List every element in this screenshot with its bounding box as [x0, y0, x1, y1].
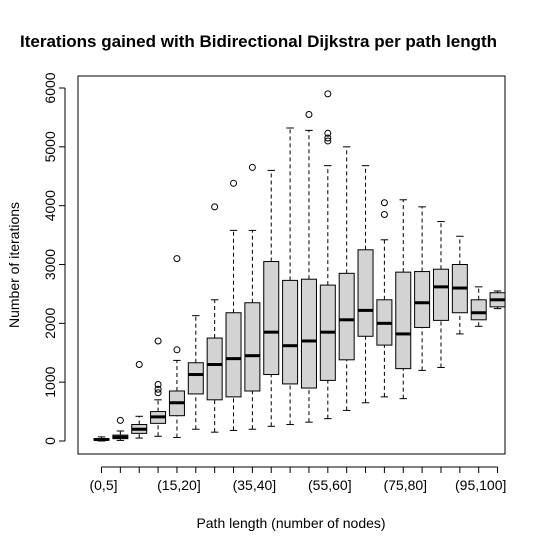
box-21 — [489, 290, 506, 310]
outlier-point — [135, 361, 143, 369]
x-tick-label: (35,40] — [233, 477, 277, 493]
box-3 — [150, 337, 167, 437]
y-axis: 0 1000 2000 3000 4000 5000 6000 — [42, 72, 66, 445]
box-5 — [187, 315, 204, 430]
box-rect — [338, 272, 355, 361]
outlier-point — [116, 416, 124, 424]
outlier-point — [324, 129, 332, 137]
outlier-point — [154, 385, 162, 393]
box-2 — [131, 361, 148, 439]
box-6 — [206, 203, 223, 433]
boxes-group — [93, 90, 506, 442]
outlier-point — [173, 346, 181, 354]
x-tick-label: (55,60] — [308, 477, 352, 493]
box-13 — [338, 146, 355, 411]
box-rect — [206, 337, 223, 401]
box-17 — [414, 206, 431, 371]
box-7 — [225, 179, 242, 431]
box-rect — [244, 302, 261, 392]
box-rect — [263, 261, 280, 376]
box-rect — [414, 271, 431, 328]
box-15 — [376, 199, 393, 398]
plot-frame — [77, 75, 506, 455]
outlier-point — [380, 210, 388, 218]
x-tick-label: (75,80] — [383, 477, 427, 493]
y-axis-label: Number of iterations — [6, 202, 22, 328]
outlier-point — [154, 381, 162, 389]
box-1 — [112, 416, 129, 441]
box-rect — [282, 279, 299, 385]
x-axis: (0,5] (15,20] (35,40] (55,60] (75,80] (95,100… — [89, 466, 506, 493]
outlier-point — [248, 163, 256, 171]
box-20 — [470, 286, 487, 327]
x-tick-label: (0,5] — [89, 477, 117, 493]
box-11 — [300, 110, 317, 423]
y-tick-label: 1000 — [42, 366, 58, 397]
y-tick-label: 2000 — [42, 308, 58, 339]
box-rect — [470, 299, 487, 321]
box-0 — [93, 436, 110, 442]
outlier-point — [173, 255, 181, 263]
outlier-point — [305, 110, 313, 118]
box-rect — [300, 278, 317, 389]
outlier-point — [324, 137, 332, 145]
box-rect — [187, 362, 204, 395]
x-tick-label: (15,20] — [157, 477, 201, 493]
outlier-point — [324, 90, 332, 98]
box-18 — [432, 221, 449, 368]
box-16 — [395, 199, 412, 400]
box-19 — [451, 235, 468, 335]
outlier-point — [380, 199, 388, 207]
outlier-point — [230, 179, 238, 187]
x-tick-label: (95,100] — [455, 477, 506, 493]
outlier-point — [211, 203, 219, 211]
box-9 — [263, 169, 280, 427]
y-tick-label: 3000 — [42, 249, 58, 280]
y-tick-label: 5000 — [42, 131, 58, 162]
outlier-point — [154, 337, 162, 345]
chart-title: Iterations gained with Bidirectional Dij… — [20, 32, 497, 51]
box-12 — [319, 90, 336, 420]
box-14 — [357, 165, 374, 404]
box-rect — [225, 312, 242, 398]
box-rect — [357, 249, 374, 337]
y-tick-label: 6000 — [42, 72, 58, 103]
box-10 — [282, 127, 299, 426]
box-rect — [432, 268, 449, 321]
box-8 — [244, 163, 261, 430]
box-4 — [168, 255, 185, 438]
box-rect — [395, 271, 412, 370]
x-axis-label: Path length (number of nodes) — [196, 515, 385, 531]
outlier-point — [324, 134, 332, 142]
y-tick-label: 4000 — [42, 190, 58, 221]
outlier-point — [154, 389, 162, 397]
y-tick-label: 0 — [42, 437, 58, 445]
